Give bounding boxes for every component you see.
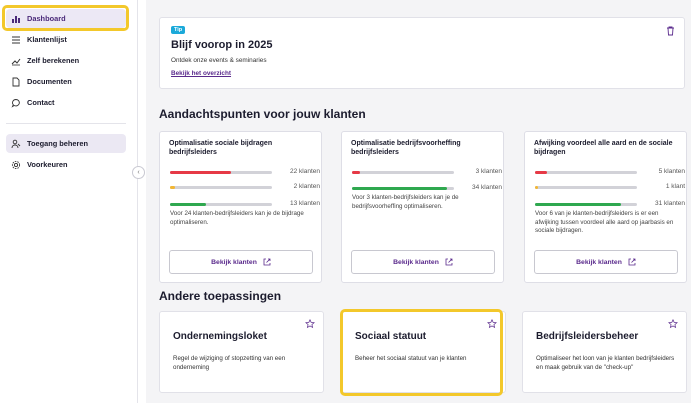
stat-bar-fill [170,186,176,189]
trash-icon[interactable] [666,26,675,36]
app-card-bedrijfsleidersbeheer[interactable]: Bedrijfsleidersbeheer Optimaliseer het l… [522,311,687,393]
stat-bar-track [170,171,272,174]
sidebar-item-zelf-berekenen[interactable]: Zelf berekenen [6,51,126,70]
gear-icon [11,160,21,170]
stat-bar-track [352,171,454,174]
document-icon [11,77,21,87]
attention-card-title: Afwijking voordeel alle aard en de socia… [534,140,673,156]
stat-bar-row: 34 klanten [352,184,502,193]
stat-bar-row: 13 klanten [170,200,320,209]
sidebar-item-label: Documenten [27,77,72,86]
line-chart-icon [11,56,21,66]
highlight-dashboard [2,5,129,31]
attention-section-title: Aandachtspunten voor jouw klanten [159,107,366,121]
stat-bar-label: 34 klanten [472,184,502,191]
sidebar-item-label: Dashboard [27,14,66,23]
chat-bubble-icon [11,98,21,108]
stat-bar-track [535,186,637,189]
view-clients-button[interactable]: Bekijk klanten [351,250,495,274]
view-clients-button[interactable]: Bekijk klanten [169,250,313,274]
stat-bar-label: 13 klanten [290,200,320,207]
sidebar-item-klantenlijst[interactable]: Klantenlijst [6,30,126,49]
attention-card: Optimalisatie sociale bijdragen bedrijfs… [159,131,322,283]
button-label: Bekijk klanten [576,258,622,266]
stat-bar-row: 2 klanten [170,183,320,192]
attention-card-title: Optimalisatie sociale bijdragen bedrijfs… [169,140,273,156]
sidebar-item-label: Contact [27,98,55,107]
tip-card: Tip Blijf voorop in 2025 Ontdek onze eve… [159,17,685,89]
external-link-icon [263,258,271,266]
highlight-sociaal-statuut [340,309,503,396]
stat-bar-row: 1 klant [535,183,685,192]
sidebar-item-voorkeuren[interactable]: Voorkeuren [6,155,126,174]
app-card-title: Bedrijfsleidersbeheer [536,331,639,342]
stat-bar-track [535,203,637,206]
app-card-title: Sociaal statuut [355,331,427,342]
bar-chart-icon [11,14,21,24]
app-card-ondernemingsloket[interactable]: Ondernemingsloket Regel de wijziging of … [159,311,324,393]
stat-bar-track [170,186,272,189]
sidebar-item-contact[interactable]: Contact [6,93,126,112]
star-icon[interactable] [668,319,678,329]
stat-bar-fill [535,171,548,174]
view-clients-button[interactable]: Bekijk klanten [534,250,678,274]
stat-bar-fill [535,186,539,189]
chevron-left-icon: ‹ [137,169,140,176]
stat-bar-label: 22 klanten [290,168,320,175]
stat-bar-label: 31 klanten [655,200,685,207]
sidebar-item-documenten[interactable]: Documenten [6,72,126,91]
button-label: Bekijk klanten [211,258,257,266]
stat-bar-fill [170,203,206,206]
attention-card-title: Optimalisatie bedrijfsvoorheffing bedrij… [351,140,461,156]
external-link-icon [445,258,453,266]
tip-overview-link[interactable]: Bekijk het overzicht [171,70,232,77]
stat-bar-row: 22 klanten [170,168,320,177]
stat-bar-fill [170,171,232,174]
sidebar-divider [6,123,126,124]
star-icon[interactable] [305,319,315,329]
stat-bar-row: 5 klanten [535,168,685,177]
sidebar-item-toegang-beheren[interactable]: Toegang beheren [6,134,126,153]
external-link-icon [628,258,636,266]
attention-card-description: Voor 24 klanten-bedrijfsleiders kan je d… [170,210,304,226]
tip-badge: Tip [171,26,186,34]
stat-bar-track [170,203,272,206]
app-card-description: Optimaliseer het loon van je klanten bed… [536,355,675,371]
tip-subtitle: Ontdek onze events & seminaries [171,57,267,64]
stat-bar-fill [352,187,447,190]
stat-bar-track [535,171,637,174]
stat-bar-label: 5 klanten [658,168,685,175]
stat-bar-fill [535,203,621,206]
apps-section-title: Andere toepassingen [159,289,282,303]
sidebar-item-label: Klantenlijst [27,35,67,44]
stat-bar-label: 1 klant [665,183,685,190]
app-card-title: Ondernemingsloket [173,331,267,342]
sidebar-item-label: Zelf berekenen [27,56,80,65]
list-icon [11,35,21,45]
app-card-description: Regel de wijziging of stopzetting van ee… [173,355,286,371]
attention-card: Optimalisatie bedrijfsvoorheffing bedrij… [341,131,504,283]
tip-title: Blijf voorop in 2025 [171,39,273,51]
attention-card-description: Voor 3 klanten-bedrijfsleiders kan je de… [352,194,459,210]
stat-bar-row: 31 klanten [535,200,685,209]
attention-card-description: Voor 6 van je klanten-bedrijfsleiders is… [535,210,674,234]
stat-bar-row: 3 klanten [352,168,502,177]
button-label: Bekijk klanten [393,258,439,266]
stat-bar-track [352,187,454,190]
app-card-description: Beheer het sociaal statuut van je klante… [355,355,467,362]
collapse-sidebar-button[interactable]: ‹ [132,166,145,179]
stat-bar-label: 2 klanten [293,183,320,190]
sidebar: Dashboard Klantenlijst Zelf berekenen Do… [0,0,138,403]
stat-bar-fill [352,171,361,174]
sidebar-item-label: Toegang beheren [27,139,89,148]
stat-bar-label: 3 klanten [475,168,502,175]
star-icon[interactable] [487,319,497,329]
users-key-icon [11,139,21,149]
sidebar-item-dashboard[interactable]: Dashboard [6,9,126,28]
attention-card: Afwijking voordeel alle aard en de socia… [524,131,687,283]
sidebar-item-label: Voorkeuren [27,160,68,169]
